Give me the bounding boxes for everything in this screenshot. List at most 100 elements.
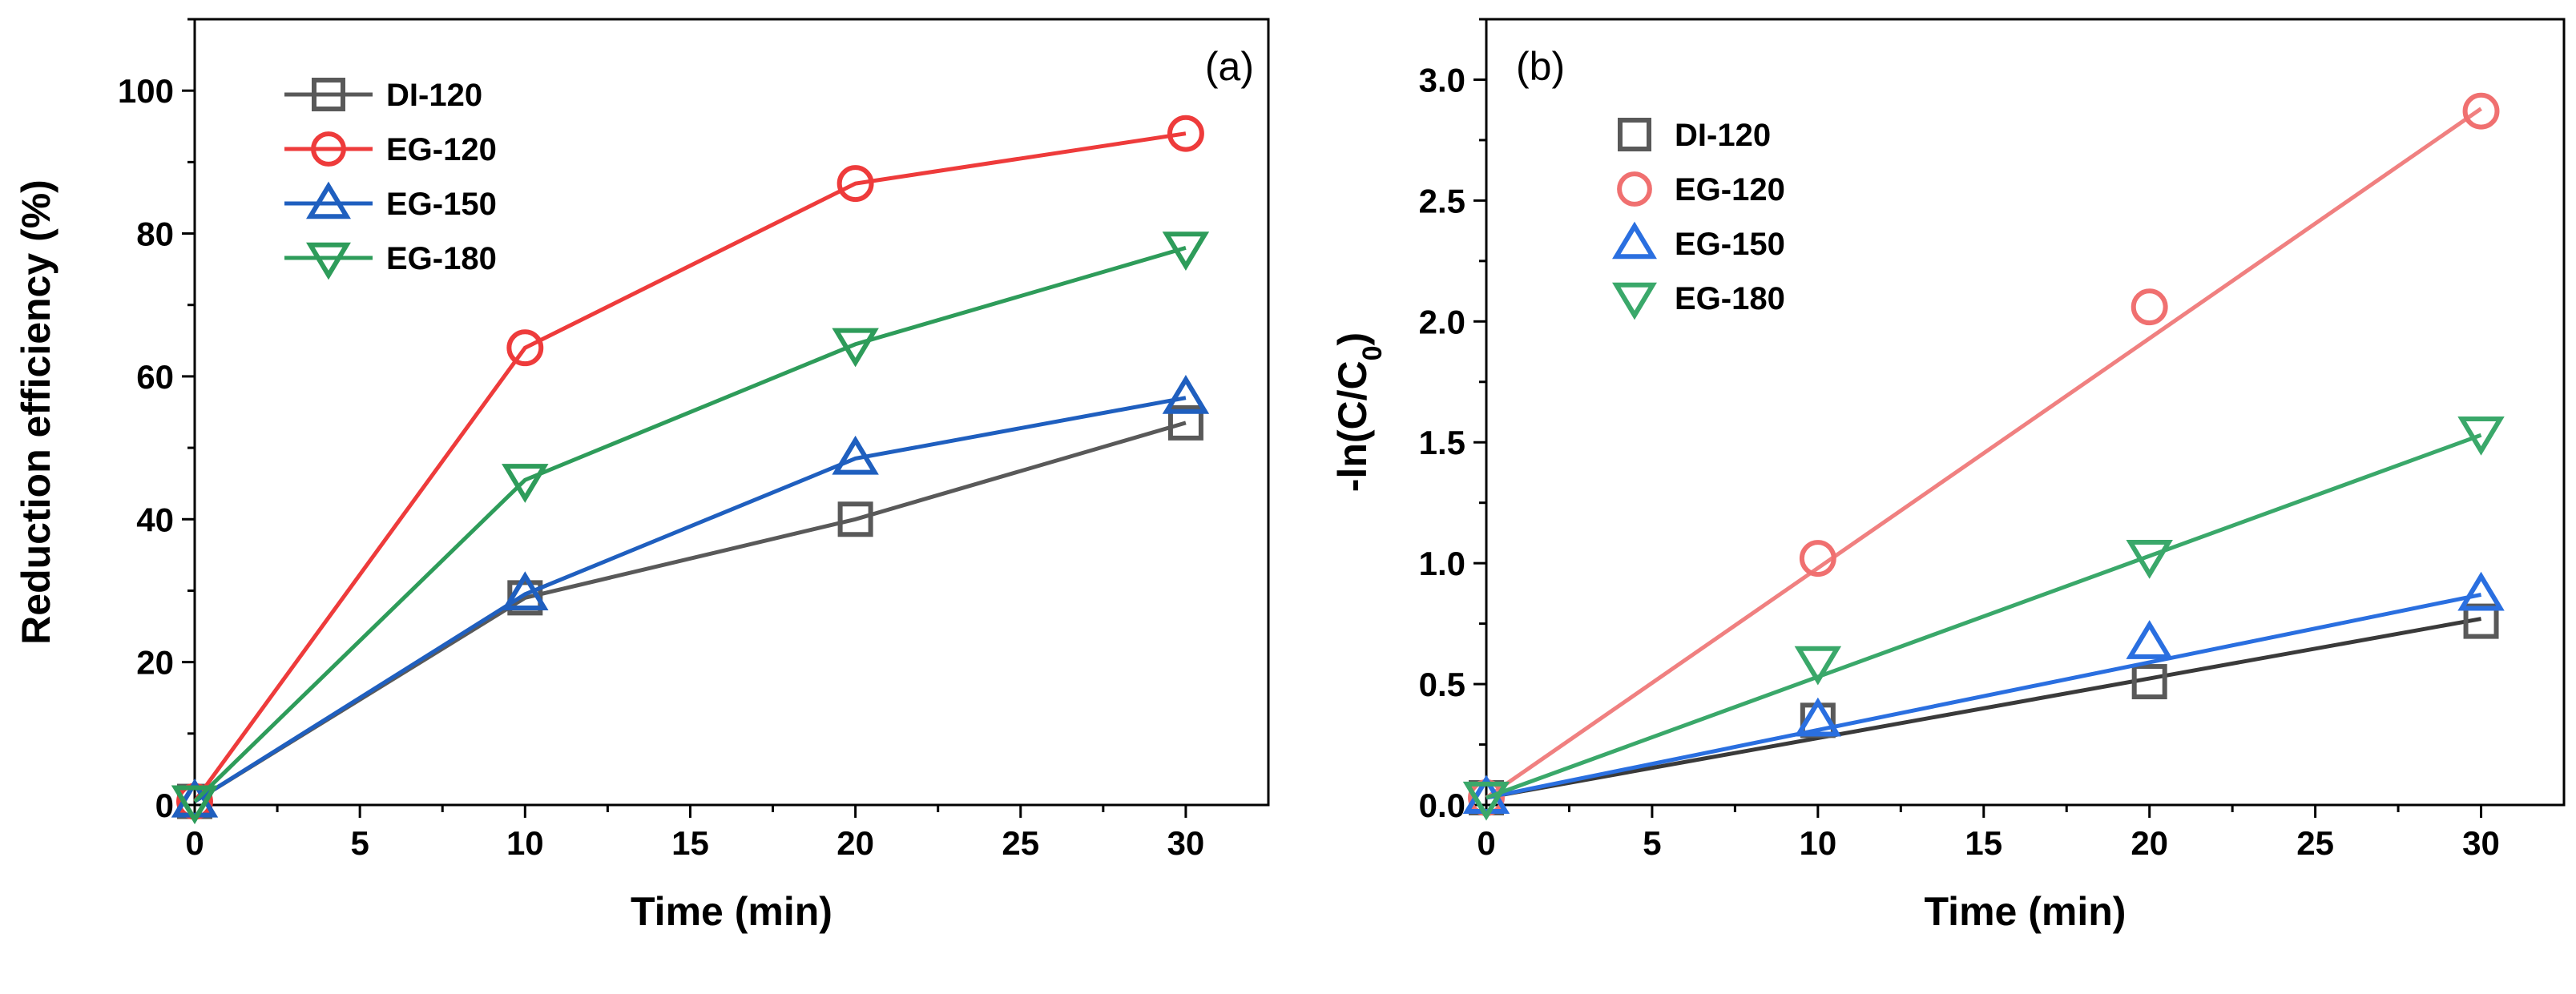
series-eg-180 bbox=[1462, 417, 2505, 821]
legend-entry-eg-150: EG-150 bbox=[1612, 221, 1785, 262]
data-point bbox=[2457, 571, 2505, 611]
legend-label: DI-120 bbox=[386, 78, 482, 113]
data-point bbox=[1162, 231, 1210, 272]
series-line bbox=[193, 396, 1187, 803]
legend-marker bbox=[1617, 171, 1652, 207]
fit-line bbox=[1486, 617, 2481, 800]
x-tick-label: 15 bbox=[1965, 824, 2002, 862]
legend-label: EG-120 bbox=[1675, 172, 1785, 207]
x-tick-label: 25 bbox=[1002, 824, 1039, 862]
series-line bbox=[192, 131, 1187, 803]
panel-label: (a) bbox=[1205, 44, 1254, 89]
legend-entry-eg-150: EG-150 bbox=[284, 181, 497, 222]
y-tick-label: 2.5 bbox=[1419, 182, 1465, 219]
x-tick-label: 0 bbox=[1477, 824, 1495, 862]
y-axis-title: Reduction efficiency (%) bbox=[14, 179, 58, 645]
fit-line bbox=[1485, 107, 2482, 799]
data-point bbox=[832, 435, 879, 475]
x-tick-label: 25 bbox=[2296, 824, 2334, 862]
x-axis-title: Time (min) bbox=[1925, 889, 2127, 934]
y-tick-label: 1.5 bbox=[1419, 424, 1465, 461]
legend-label: EG-120 bbox=[386, 132, 497, 167]
data-point bbox=[1799, 540, 1836, 577]
data-point bbox=[1167, 115, 1204, 152]
legend-label: EG-180 bbox=[386, 241, 497, 276]
legend-entry-di-120: DI-120 bbox=[284, 78, 482, 113]
legend-label: EG-150 bbox=[1675, 227, 1785, 262]
x-tick-label: 20 bbox=[2131, 824, 2168, 862]
series-di-120 bbox=[1469, 603, 2499, 815]
data-point bbox=[1794, 646, 1842, 686]
legend-marker bbox=[1612, 282, 1657, 320]
x-tick-label: 30 bbox=[1167, 824, 1205, 862]
x-tick-label: 5 bbox=[1643, 824, 1661, 862]
x-tick-label: 20 bbox=[836, 824, 874, 862]
y-tick-label: 0.5 bbox=[1419, 666, 1465, 703]
data-point bbox=[506, 329, 544, 367]
x-tick-label: 10 bbox=[1799, 824, 1836, 862]
y-tick-label: 2.0 bbox=[1419, 303, 1465, 340]
legend-entry-eg-120: EG-120 bbox=[284, 131, 497, 167]
legend-marker bbox=[312, 78, 345, 111]
legend-entry-di-120: DI-120 bbox=[1618, 118, 1771, 153]
y-tick-label: 80 bbox=[136, 215, 174, 253]
x-tick-label: 5 bbox=[350, 824, 369, 862]
x-tick-label: 15 bbox=[671, 824, 709, 862]
legend-entry-eg-120: EG-120 bbox=[1617, 171, 1785, 207]
legend-marker bbox=[1612, 221, 1657, 260]
data-point bbox=[1167, 404, 1203, 441]
fit-line bbox=[1486, 433, 2482, 800]
y-tick-label: 1.0 bbox=[1419, 545, 1465, 582]
data-point bbox=[2457, 417, 2505, 456]
data-point bbox=[2131, 288, 2168, 326]
data-point bbox=[836, 165, 874, 203]
series-eg-120 bbox=[1468, 92, 2500, 816]
data-point bbox=[1162, 375, 1210, 414]
panel-b-kinetics: 0 5 10 15 20 25 30 0.0 0.5 1.0 1.5 2.0 2.5 3.0 Time (m… bbox=[1330, 18, 2566, 934]
data-point bbox=[502, 571, 549, 611]
data-point bbox=[502, 464, 549, 503]
legend-marker bbox=[311, 131, 346, 167]
series-eg-180 bbox=[171, 231, 1210, 825]
panel-label: (b) bbox=[1516, 44, 1565, 89]
data-point bbox=[1462, 781, 1510, 821]
y-tick-label: 0 bbox=[155, 787, 174, 824]
data-point bbox=[1794, 697, 1842, 737]
y-tick-label: 0.0 bbox=[1419, 787, 1465, 824]
data-point bbox=[837, 501, 873, 537]
data-point bbox=[171, 785, 219, 825]
legend-marker bbox=[1618, 118, 1651, 151]
legend-marker bbox=[306, 181, 351, 219]
legend-marker bbox=[306, 242, 351, 280]
legend-label: DI-120 bbox=[1675, 118, 1771, 153]
series-eg-150 bbox=[171, 375, 1210, 818]
series-eg-120 bbox=[176, 115, 1204, 820]
legend-entry-eg-180: EG-180 bbox=[284, 241, 497, 280]
data-point bbox=[2131, 664, 2167, 700]
y-axis-title: -ln(C/C0) bbox=[1330, 332, 1388, 492]
series-eg-150 bbox=[1462, 571, 2505, 815]
data-point bbox=[2126, 539, 2173, 579]
x-axis-title: Time (min) bbox=[631, 889, 832, 934]
legend-label: EG-180 bbox=[1675, 281, 1785, 316]
data-point bbox=[2126, 620, 2173, 659]
y-tick-label: 40 bbox=[136, 501, 174, 538]
legend-entry-eg-180: EG-180 bbox=[1612, 281, 1785, 320]
y-tick-label: 100 bbox=[118, 72, 174, 110]
series-line bbox=[193, 245, 1187, 803]
data-point bbox=[2462, 92, 2500, 130]
plot-frame bbox=[1485, 18, 2566, 807]
data-point bbox=[832, 328, 879, 368]
plot-frame bbox=[193, 18, 1270, 807]
panel-a-reduction-efficiency: 0 5 10 15 20 25 30 0 20 40 60 80 100 Time (min) Reduct… bbox=[14, 18, 1270, 934]
x-tick-label: 10 bbox=[506, 824, 544, 862]
legend: DI-120 EG-120 EG-150 EG-180 bbox=[284, 78, 497, 280]
x-tick-label: 0 bbox=[185, 824, 204, 862]
y-tick-label: 20 bbox=[136, 644, 174, 682]
y-tick-label: 3.0 bbox=[1419, 61, 1465, 99]
x-tick-label: 30 bbox=[2462, 824, 2500, 862]
legend-label: EG-150 bbox=[386, 187, 497, 222]
y-tick-label: 60 bbox=[136, 358, 174, 396]
legend: DI-120 EG-120 EG-150 EG-180 bbox=[1612, 118, 1785, 320]
